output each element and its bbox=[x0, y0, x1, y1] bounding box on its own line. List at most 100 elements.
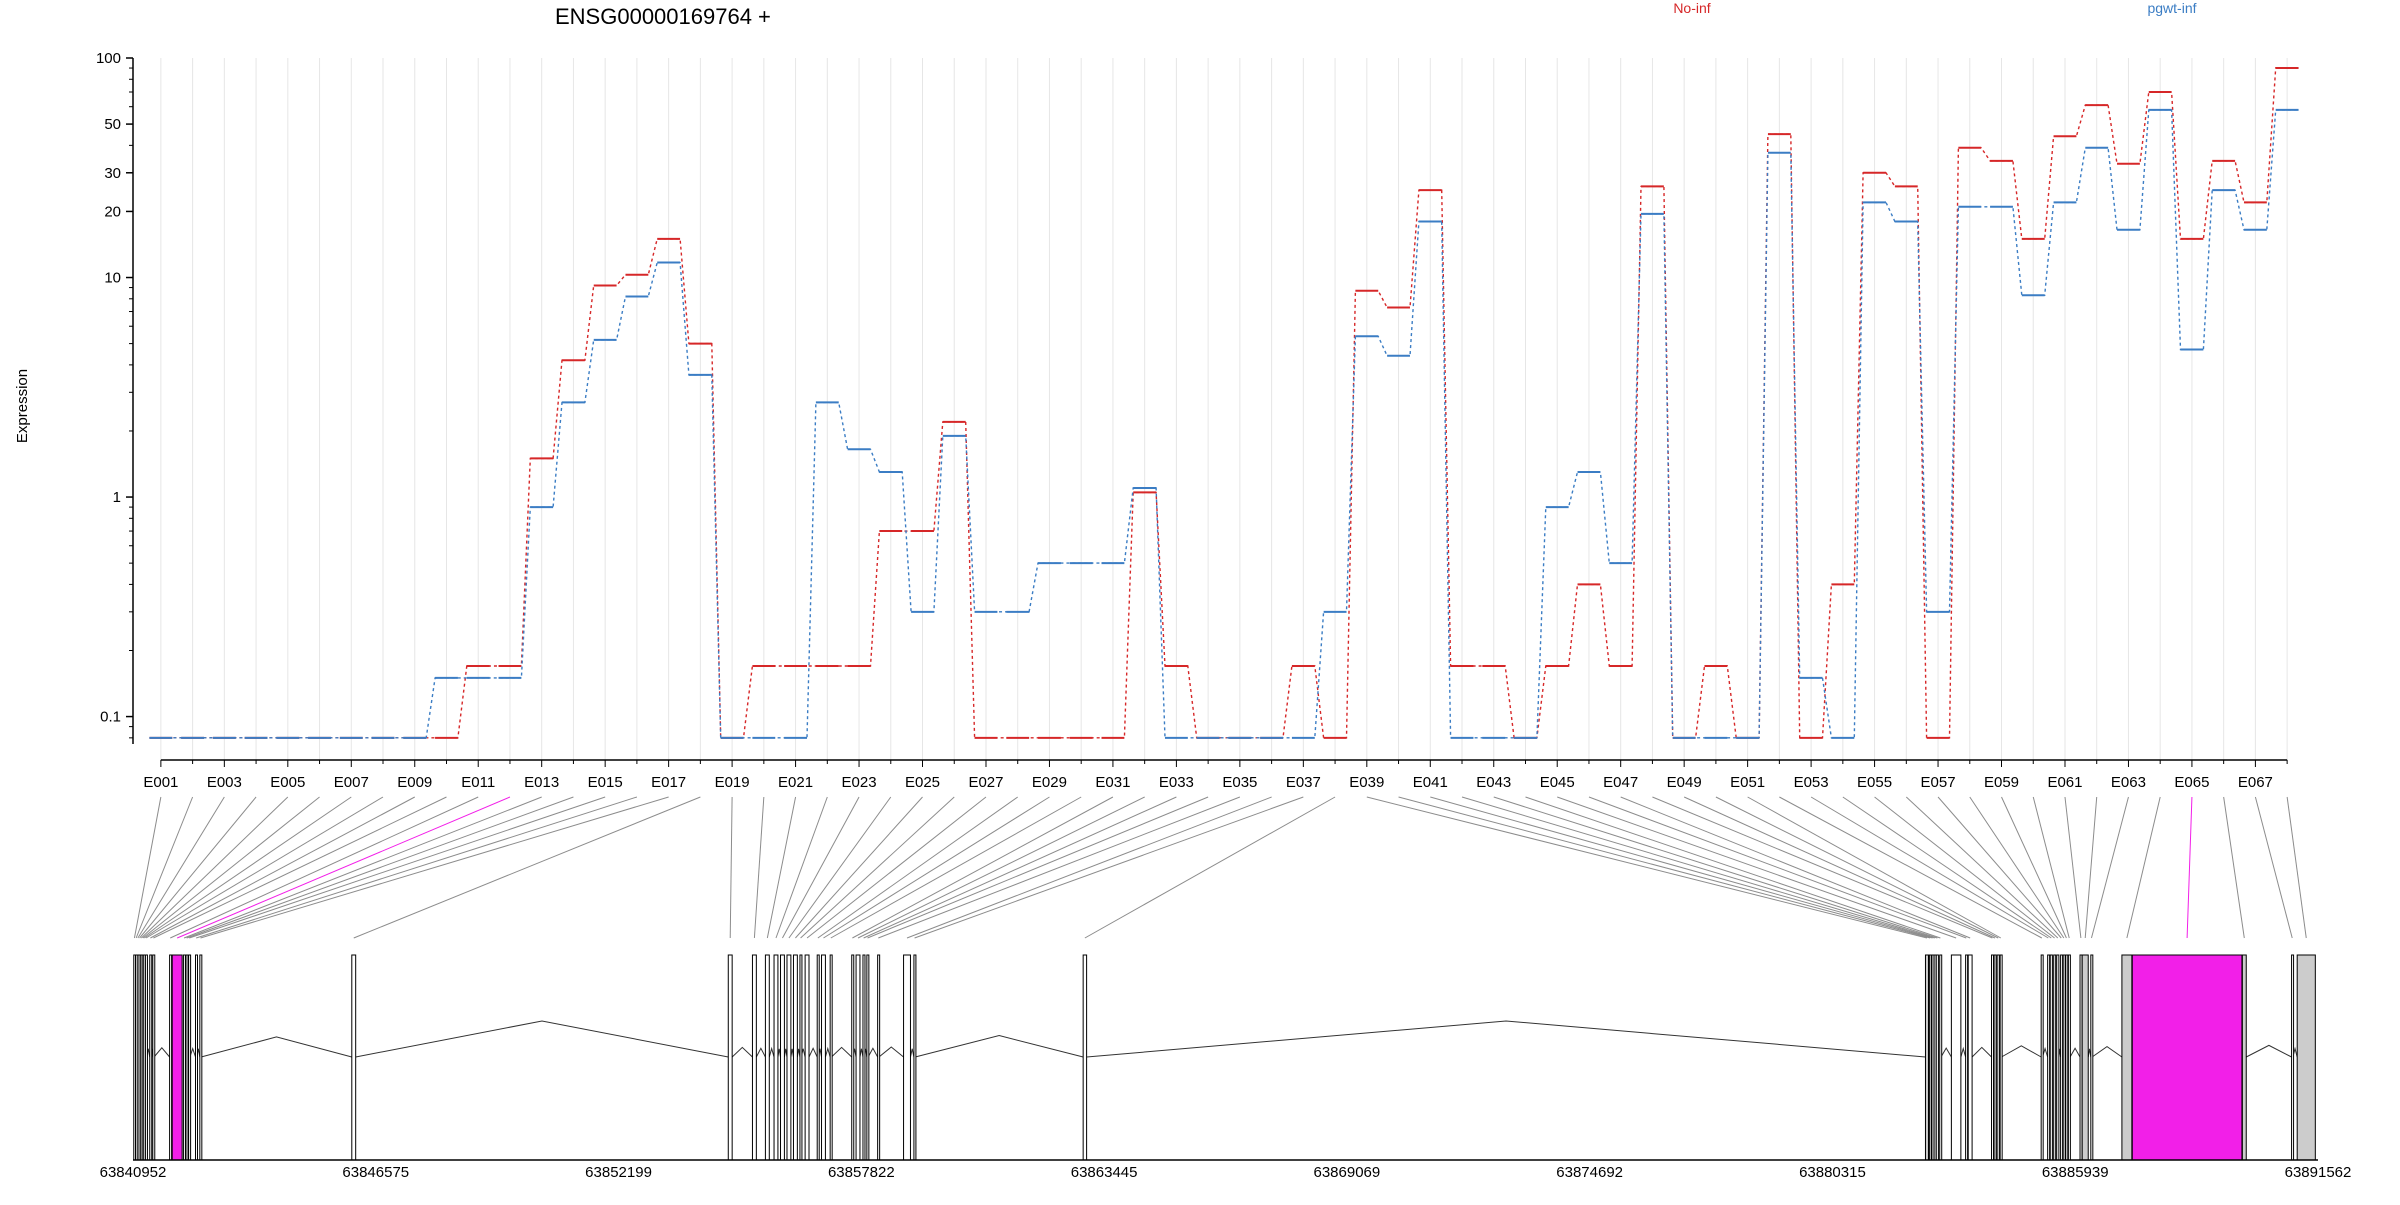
connector-E037 bbox=[914, 796, 1304, 939]
connector-E045 bbox=[1557, 796, 1957, 939]
exon-E026 bbox=[799, 954, 803, 1161]
exon-E067 bbox=[2291, 954, 2295, 1161]
x-tick-label-E053: E053 bbox=[1794, 774, 1829, 791]
series-No-inf bbox=[149, 67, 2299, 739]
connector-E034 bbox=[867, 796, 1209, 939]
connector-E039 bbox=[1366, 796, 1928, 939]
intron-E020 bbox=[755, 1047, 766, 1058]
exon-E023 bbox=[780, 954, 785, 1161]
x-tick-label-E027: E027 bbox=[968, 774, 1003, 791]
connector-E058 bbox=[1969, 796, 2065, 939]
connector-E009 bbox=[150, 796, 415, 939]
intron-E027 bbox=[808, 1047, 818, 1058]
intron-E038 bbox=[1086, 1020, 1926, 1058]
x-tick-label-E065: E065 bbox=[2174, 774, 2209, 791]
x-tick-label-E063: E063 bbox=[2111, 774, 2146, 791]
gene-model: 63840952 63846575 63852199 63857822 63863445… bbox=[100, 954, 2352, 1181]
intron-E044 bbox=[1940, 1047, 1952, 1058]
connector-E021 bbox=[766, 796, 797, 939]
connector-E017 bbox=[200, 796, 669, 939]
connector-E024 bbox=[788, 796, 892, 939]
intron-E030 bbox=[831, 1046, 853, 1058]
exon-E037 bbox=[913, 954, 917, 1161]
intron-E036 bbox=[909, 1048, 915, 1058]
exon-E049 bbox=[1993, 954, 1997, 1161]
exon-E030 bbox=[829, 954, 833, 1161]
connector-E055 bbox=[1874, 796, 2055, 939]
coord-label-63880315: 63880315 bbox=[1799, 1164, 1866, 1181]
exon-E010 bbox=[152, 954, 156, 1161]
x-tick-label-E031: E031 bbox=[1095, 774, 1130, 791]
exon-E011 bbox=[169, 954, 173, 1161]
exon-E060 bbox=[2067, 954, 2071, 1161]
y-axis-label: Expression bbox=[14, 369, 31, 443]
connector-E043 bbox=[1493, 796, 1938, 939]
connector-E013 bbox=[183, 796, 542, 939]
exon-E031 bbox=[851, 954, 855, 1161]
exon-E034 bbox=[866, 954, 870, 1161]
intron-E018 bbox=[355, 1020, 729, 1058]
exon-E058 bbox=[2062, 954, 2066, 1161]
x-tick-label-E023: E023 bbox=[842, 774, 877, 791]
connector-E030 bbox=[830, 796, 1082, 939]
axis-layer: 0.1 1 10 20 30 50 100 E001 E003 E005 E007 E009 E011 E… bbox=[96, 50, 2288, 791]
exon-E050 bbox=[1996, 954, 2000, 1161]
connector-layer bbox=[133, 796, 2307, 939]
connector-E031 bbox=[852, 796, 1114, 939]
intron-E010 bbox=[153, 1046, 170, 1058]
coord-label-63874692: 63874692 bbox=[1556, 1164, 1623, 1181]
y-tick-label-50: 50 bbox=[104, 116, 121, 133]
connector-E032 bbox=[857, 796, 1145, 939]
exon-E066 bbox=[2241, 954, 2247, 1161]
connector-E023 bbox=[782, 796, 860, 939]
coord-label-63857822: 63857822 bbox=[828, 1164, 895, 1181]
connector-E060 bbox=[2032, 796, 2070, 939]
coord-label-63846575: 63846575 bbox=[342, 1164, 409, 1181]
connector-E051 bbox=[1747, 796, 2002, 939]
coord-label-63840952: 63840952 bbox=[100, 1164, 167, 1181]
exon-E022 bbox=[773, 954, 779, 1161]
legend-label-no-inf: No-inf bbox=[1673, 0, 1710, 16]
exon-E048 bbox=[1991, 954, 1995, 1161]
legend-label-pgwt-inf: pgwt-inf bbox=[2147, 0, 2196, 16]
connector-E029 bbox=[823, 796, 1050, 939]
series-line-No-inf bbox=[149, 67, 2299, 739]
connector-E036 bbox=[906, 796, 1272, 939]
exon-E032 bbox=[855, 954, 861, 1161]
connector-E038 bbox=[1084, 796, 1336, 939]
intron-E032 bbox=[859, 1048, 864, 1058]
connector-E047 bbox=[1620, 796, 1971, 939]
exon-E013 bbox=[182, 954, 186, 1161]
intron-E063 bbox=[2091, 1046, 2123, 1058]
connector-E052 bbox=[1779, 796, 2043, 939]
exon-E055 bbox=[2053, 954, 2057, 1161]
x-tick-label-E043: E043 bbox=[1476, 774, 1511, 791]
exon-E053 bbox=[2047, 954, 2051, 1161]
connector-E068 bbox=[2286, 796, 2307, 939]
exon-E035 bbox=[877, 954, 881, 1161]
exon-E038 bbox=[1082, 954, 1088, 1161]
exon-E065 bbox=[2131, 954, 2243, 1161]
x-tick-label-E019: E019 bbox=[715, 774, 750, 791]
intron-E066 bbox=[2246, 1044, 2292, 1058]
connector-E065 bbox=[2186, 796, 2193, 939]
connector-E027 bbox=[806, 796, 987, 939]
connector-E046 bbox=[1588, 796, 1967, 939]
grid-layer bbox=[160, 58, 2288, 760]
connector-E053 bbox=[1810, 796, 2049, 939]
x-tick-label-E007: E007 bbox=[334, 774, 369, 791]
connector-E048 bbox=[1652, 796, 1993, 939]
coord-label-63891562: 63891562 bbox=[2285, 1164, 2352, 1181]
intron-E037 bbox=[915, 1035, 1084, 1058]
intron-E047 bbox=[1971, 1046, 1992, 1058]
connector-E063 bbox=[2090, 796, 2129, 939]
exon-E039 bbox=[1924, 954, 1929, 1161]
series-pgwt-inf bbox=[149, 108, 2299, 739]
intron-E019 bbox=[731, 1046, 753, 1058]
connector-E061 bbox=[2064, 796, 2082, 939]
series-layer bbox=[149, 67, 2299, 739]
exon-E027 bbox=[804, 954, 810, 1161]
y-tick-label-10: 10 bbox=[104, 270, 121, 287]
x-tick-label-E055: E055 bbox=[1857, 774, 1892, 791]
x-tick-label-E033: E033 bbox=[1159, 774, 1194, 791]
